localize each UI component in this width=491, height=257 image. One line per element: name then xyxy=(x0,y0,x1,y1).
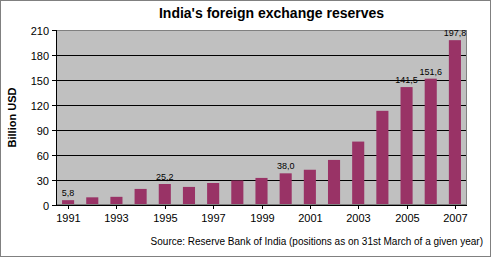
y-tick-label: 0 xyxy=(43,200,49,212)
plot-frame xyxy=(57,31,467,205)
data-label: 197,8 xyxy=(444,28,467,38)
y-tick xyxy=(52,30,56,31)
data-label: 151,6 xyxy=(419,67,442,77)
bar xyxy=(231,181,243,206)
data-label: 25,2 xyxy=(156,172,174,182)
chart-svg: 0 30 60 90 120 150 180 210 1991 1993 1995 1997 1999 2… xyxy=(0,0,491,257)
y-tick-label: 60 xyxy=(37,150,49,162)
y-tick xyxy=(52,155,56,156)
data-label: 38,0 xyxy=(277,161,295,171)
bar xyxy=(159,184,171,205)
x-tick xyxy=(262,205,263,209)
y-tick xyxy=(52,130,56,131)
bar xyxy=(183,187,195,205)
x-tick-label: 1991 xyxy=(56,212,80,224)
y-tick xyxy=(52,180,56,181)
x-tick-label: 2005 xyxy=(395,212,419,224)
chart-container: 0 30 60 90 120 150 180 210 1991 1993 1995 1997 1999 2… xyxy=(0,0,491,257)
x-tick-label: 2001 xyxy=(298,212,322,224)
chart-border xyxy=(1,1,491,257)
y-axis xyxy=(56,30,57,205)
data-label: 5,8 xyxy=(62,188,75,198)
bar xyxy=(401,87,413,205)
y-tick xyxy=(52,205,56,206)
bar xyxy=(449,40,461,205)
y-tick-label: 180 xyxy=(31,50,49,62)
source-note: Source: Reserve Bank of India (positions… xyxy=(151,236,483,247)
x-tick xyxy=(213,205,214,209)
x-tick-label: 1995 xyxy=(153,212,177,224)
bars xyxy=(62,40,461,205)
bar xyxy=(280,173,292,205)
x-tick-label: 1999 xyxy=(250,212,274,224)
bar xyxy=(352,142,364,205)
data-label: 141,5 xyxy=(395,75,418,85)
y-tick-label: 120 xyxy=(31,100,49,112)
bar xyxy=(304,170,316,205)
x-axis xyxy=(56,205,467,206)
x-tick xyxy=(407,205,408,209)
bar xyxy=(376,111,388,205)
bar xyxy=(110,197,122,205)
x-tick xyxy=(358,205,359,209)
bar xyxy=(135,189,147,205)
y-tick xyxy=(52,80,56,81)
title: India's foreign exchange reserves xyxy=(159,5,384,21)
y-tick xyxy=(52,55,56,56)
grid-line xyxy=(56,55,467,56)
x-tick-label: 2003 xyxy=(346,212,370,224)
y-tick-label: 90 xyxy=(37,125,49,137)
x-tick-label: 2007 xyxy=(443,212,467,224)
bar xyxy=(86,197,98,205)
x-tick-label: 1997 xyxy=(201,212,225,224)
bar xyxy=(255,178,267,205)
bar xyxy=(328,160,340,205)
y-tick xyxy=(52,105,56,106)
grid-line xyxy=(56,205,467,206)
bar xyxy=(207,183,219,205)
x-tick xyxy=(68,205,69,209)
y-axis-label: Billion USD xyxy=(6,88,18,148)
x-tick-label: 1993 xyxy=(104,212,128,224)
plot-background xyxy=(56,30,467,205)
y-tick-label: 30 xyxy=(37,175,49,187)
y-tick-label: 210 xyxy=(31,25,49,37)
y-tick-label: 150 xyxy=(31,75,49,87)
x-tick xyxy=(455,205,456,209)
x-tick xyxy=(310,205,311,209)
x-tick xyxy=(116,205,117,209)
bar xyxy=(425,79,437,205)
x-tick xyxy=(165,205,166,209)
